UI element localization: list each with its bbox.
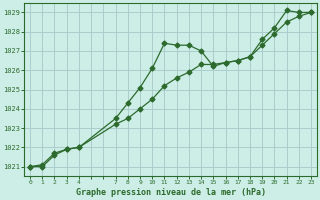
X-axis label: Graphe pression niveau de la mer (hPa): Graphe pression niveau de la mer (hPa) — [76, 188, 266, 197]
